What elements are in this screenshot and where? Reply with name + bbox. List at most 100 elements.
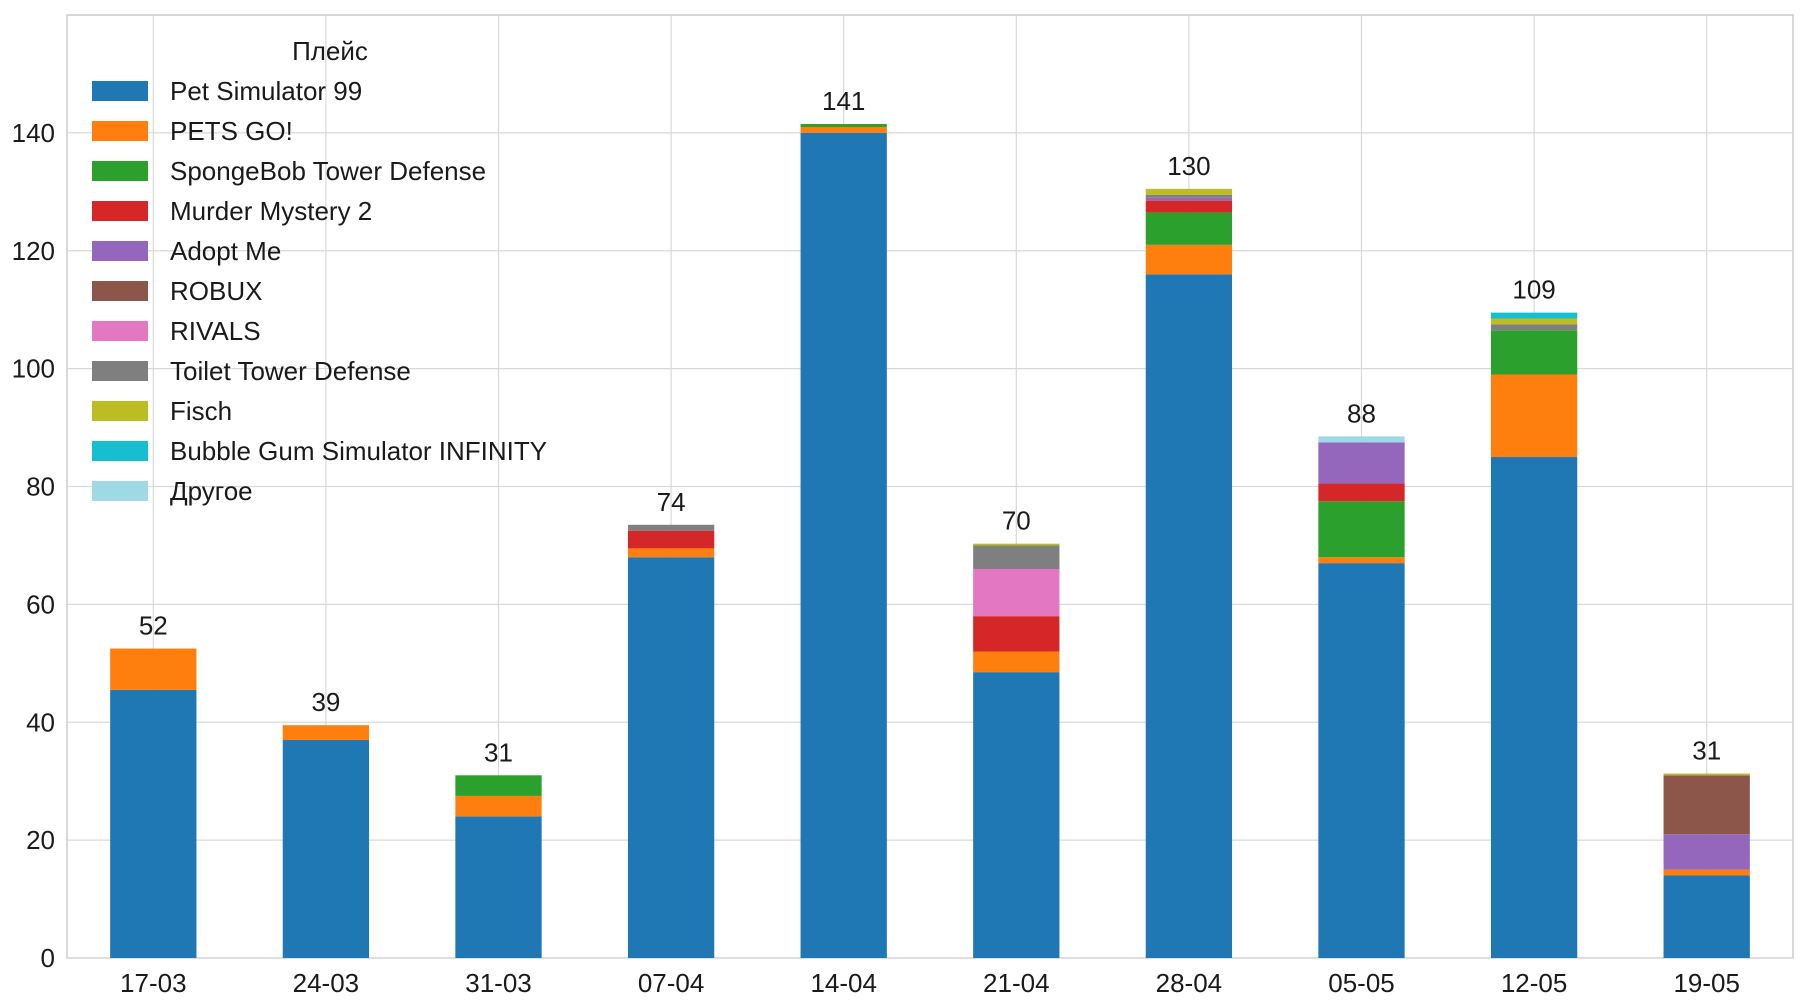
legend-swatch [92, 401, 148, 421]
x-tick-label: 28-04 [1156, 968, 1223, 998]
bar-segment [1145, 200, 1233, 213]
x-tick-label: 31-03 [465, 968, 532, 998]
bar-total-label: 31 [1692, 736, 1721, 766]
bar-total-label: 130 [1167, 151, 1210, 181]
bar-segment [1145, 188, 1233, 195]
y-tick-label: 40 [26, 707, 55, 737]
bar-segment [973, 543, 1060, 546]
bar-segment [455, 795, 542, 817]
bar-segment [110, 689, 197, 958]
bar-segment [973, 569, 1060, 617]
bar-total-label: 109 [1512, 275, 1555, 305]
bar-segment [1490, 318, 1578, 325]
bar-total-label: 141 [822, 86, 865, 116]
y-tick-label: 60 [26, 589, 55, 619]
bar-segment [973, 651, 1060, 673]
bar-total-label: 74 [657, 487, 686, 517]
legend: Плейс Pet Simulator 99 PETS GO! SpongeBob … [92, 36, 547, 506]
bar-segment [1318, 563, 1405, 958]
legend-swatch [92, 281, 148, 301]
x-tick-label: 19-05 [1673, 968, 1740, 998]
bar-total-label: 39 [311, 687, 340, 717]
bar-segment [627, 557, 715, 958]
legend-entry-label: ROBUX [170, 276, 262, 306]
bar-segment [282, 725, 370, 740]
bar-segment [1145, 194, 1233, 198]
bar-segment [1663, 869, 1750, 876]
bar-segment [1490, 330, 1578, 375]
legend-swatch [92, 441, 148, 461]
bar-segment [1318, 436, 1405, 443]
bar-segment [1318, 557, 1405, 564]
bar-segment [1490, 374, 1578, 458]
bar-segment [1490, 457, 1578, 958]
bar-segment [110, 648, 197, 690]
bar-segment [1145, 244, 1233, 275]
bar-segment [1663, 773, 1750, 776]
bar-segment [973, 545, 1060, 570]
legend-entry-label: RIVALS [170, 316, 261, 346]
legend-swatch [92, 481, 148, 501]
legend-entry-label: Bubble Gum Simulator INFINITY [170, 436, 547, 466]
bar-segment [1663, 834, 1750, 870]
bar-segment [973, 672, 1060, 958]
legend-entry-label: Murder Mystery 2 [170, 196, 372, 226]
legend-swatch [92, 81, 148, 101]
y-tick-label: 0 [41, 943, 55, 973]
y-tick-label: 20 [26, 825, 55, 855]
bar-segment [627, 548, 715, 558]
bar-total-label: 31 [484, 737, 513, 767]
x-tick-label: 24-03 [293, 968, 360, 998]
legend-swatch [92, 321, 148, 341]
bar-segment [1490, 324, 1578, 331]
legend-entry-label: PETS GO! [170, 116, 293, 146]
bar-segment [1318, 442, 1405, 484]
legend-swatch [92, 201, 148, 221]
bar-segment [627, 524, 715, 531]
bar-segment [1663, 875, 1750, 958]
bar-segment [1318, 501, 1405, 558]
legend-entry-label: Adopt Me [170, 236, 281, 266]
legend-entry-label: Toilet Tower Defense [170, 356, 411, 386]
legend-entry-label: Другое [170, 476, 253, 506]
legend-title: Плейс [292, 36, 368, 66]
x-tick-label: 14-04 [810, 968, 877, 998]
bar-segment [455, 816, 542, 958]
bar-segment [1145, 274, 1233, 958]
legend-entry-label: SpongeBob Tower Defense [170, 156, 486, 186]
x-tick-label: 07-04 [638, 968, 705, 998]
legend-swatch [92, 241, 148, 261]
bar-segment [455, 775, 542, 796]
x-tick-label: 21-04 [983, 968, 1050, 998]
legend-entry-label: Fisch [170, 396, 232, 426]
y-axis: 0 20 40 60 80 100 120 140 [12, 118, 55, 973]
x-axis: 17-03 24-03 31-03 07-04 14-04 21-04 28-04 05-05… [120, 968, 1740, 998]
y-tick-label: 100 [12, 354, 55, 384]
legend-swatch [92, 161, 148, 181]
bar-segment [1318, 483, 1405, 502]
x-tick-label: 17-03 [120, 968, 187, 998]
y-tick-label: 80 [26, 472, 55, 502]
totals-layer: 52 39 31 74 141 70 130 88 109 31 [139, 86, 1721, 767]
y-tick-label: 120 [12, 236, 55, 266]
bar-segment [800, 126, 887, 133]
bars-layer [110, 124, 1750, 958]
bar-segment [282, 739, 370, 958]
bar-segment [800, 124, 887, 127]
bar-segment [1145, 212, 1233, 245]
legend-swatch [92, 361, 148, 381]
x-tick-label: 12-05 [1501, 968, 1568, 998]
legend-swatch [92, 121, 148, 141]
y-tick-label: 140 [12, 118, 55, 148]
bar-segment [1490, 312, 1578, 319]
bar-segment [1145, 197, 1233, 201]
x-tick-label: 05-05 [1328, 968, 1395, 998]
bar-segment [973, 616, 1060, 652]
bar-segment [627, 530, 715, 549]
bar-segment [1663, 775, 1750, 835]
bar-total-label: 70 [1002, 506, 1031, 536]
legend-entry-label: Pet Simulator 99 [170, 76, 362, 106]
bar-total-label: 52 [139, 611, 168, 641]
